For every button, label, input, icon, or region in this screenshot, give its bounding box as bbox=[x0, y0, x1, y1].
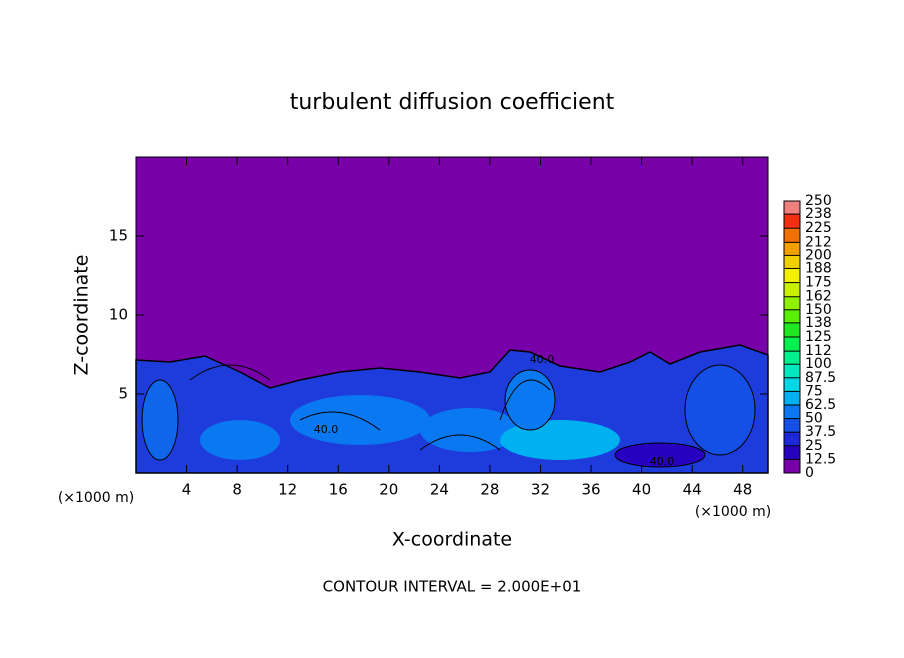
colorbar-label: 75 bbox=[805, 383, 823, 399]
colorbar-label: 138 bbox=[805, 315, 832, 331]
contour-label: 40.0 bbox=[650, 455, 675, 468]
y-axis-label: Z-coordinate bbox=[71, 255, 93, 376]
colorbar-label: 112 bbox=[805, 343, 832, 359]
colorbar-label: 162 bbox=[805, 289, 832, 305]
x-tick-label: 20 bbox=[379, 481, 398, 499]
colorbar-segment bbox=[784, 255, 800, 269]
colorbar-label: 125 bbox=[805, 329, 832, 345]
x-axis-label: X-coordinate bbox=[392, 529, 512, 551]
contour-label: 40.0 bbox=[530, 353, 555, 366]
x-tick-label: 8 bbox=[232, 481, 242, 499]
colorbar-label: 37.5 bbox=[805, 424, 836, 440]
x-tick-label: 36 bbox=[581, 481, 600, 499]
colorbar-segment bbox=[784, 228, 800, 243]
x-tick-label: 28 bbox=[480, 481, 499, 499]
colorbar-label: 100 bbox=[805, 356, 832, 372]
x-tick-label: 40 bbox=[632, 481, 651, 499]
y-tick-label: 15 bbox=[109, 227, 128, 245]
colorbar-label: 25 bbox=[805, 438, 823, 454]
y-tick-label: 10 bbox=[109, 306, 128, 324]
colorbar-segment bbox=[784, 337, 800, 352]
chart-title: turbulent diffusion coefficient bbox=[290, 90, 615, 115]
colorbar-label: 50 bbox=[805, 411, 823, 427]
colorbar-segment bbox=[784, 459, 800, 473]
y-tick-label: 5 bbox=[118, 385, 128, 403]
x-tick-label: 12 bbox=[278, 481, 297, 499]
colorbar-segment bbox=[784, 405, 800, 419]
colorbar-label: 188 bbox=[805, 260, 832, 276]
colorbar-segment bbox=[784, 309, 800, 323]
colorbar-label: 212 bbox=[805, 234, 832, 250]
colorbar-label: 225 bbox=[805, 220, 832, 236]
colorbar-label: 0 bbox=[805, 465, 814, 481]
x-unit-right: (×1000 m) bbox=[695, 504, 771, 520]
x-tick-label: 44 bbox=[683, 481, 702, 499]
colorbar-segment bbox=[784, 432, 800, 446]
colorbar-segment bbox=[784, 242, 800, 256]
colorbar-segment bbox=[784, 377, 800, 392]
colorbar-label: 175 bbox=[805, 275, 832, 291]
colorbar-label: 200 bbox=[805, 247, 832, 263]
colorbar-segment bbox=[784, 418, 800, 433]
contour-label: 40.0 bbox=[314, 423, 339, 436]
colorbar-segment bbox=[784, 282, 800, 297]
colorbar-label: 12.5 bbox=[805, 451, 836, 467]
x-tick-label: 4 bbox=[182, 481, 192, 499]
footer: CONTOUR INTERVAL = 2.000E+01 bbox=[323, 578, 582, 596]
x-unit-left: (×1000 m) bbox=[58, 490, 134, 506]
x-tick-label: 32 bbox=[531, 481, 550, 499]
colorbar-segment bbox=[784, 296, 800, 310]
colorbar-label: 150 bbox=[805, 302, 832, 318]
turbulent-layer bbox=[135, 344, 769, 474]
colorbar-segment bbox=[784, 201, 800, 215]
x-tick-label: 24 bbox=[430, 481, 449, 499]
colorbar-label: 87.5 bbox=[805, 370, 836, 386]
colorbar-segment bbox=[784, 268, 800, 283]
colorbar-segment bbox=[784, 214, 800, 229]
colorbar-label: 62.5 bbox=[805, 397, 836, 413]
colorbar-segment bbox=[784, 322, 800, 337]
x-tick-label: 16 bbox=[329, 481, 348, 499]
colorbar-segment bbox=[784, 364, 800, 378]
colorbar-segment bbox=[784, 391, 800, 405]
x-tick-label: 48 bbox=[733, 481, 752, 499]
colorbar-label: 250 bbox=[805, 193, 832, 209]
colorbar-label: 238 bbox=[805, 206, 832, 222]
colorbar-segment bbox=[784, 445, 800, 460]
colorbar-segment bbox=[784, 351, 800, 365]
